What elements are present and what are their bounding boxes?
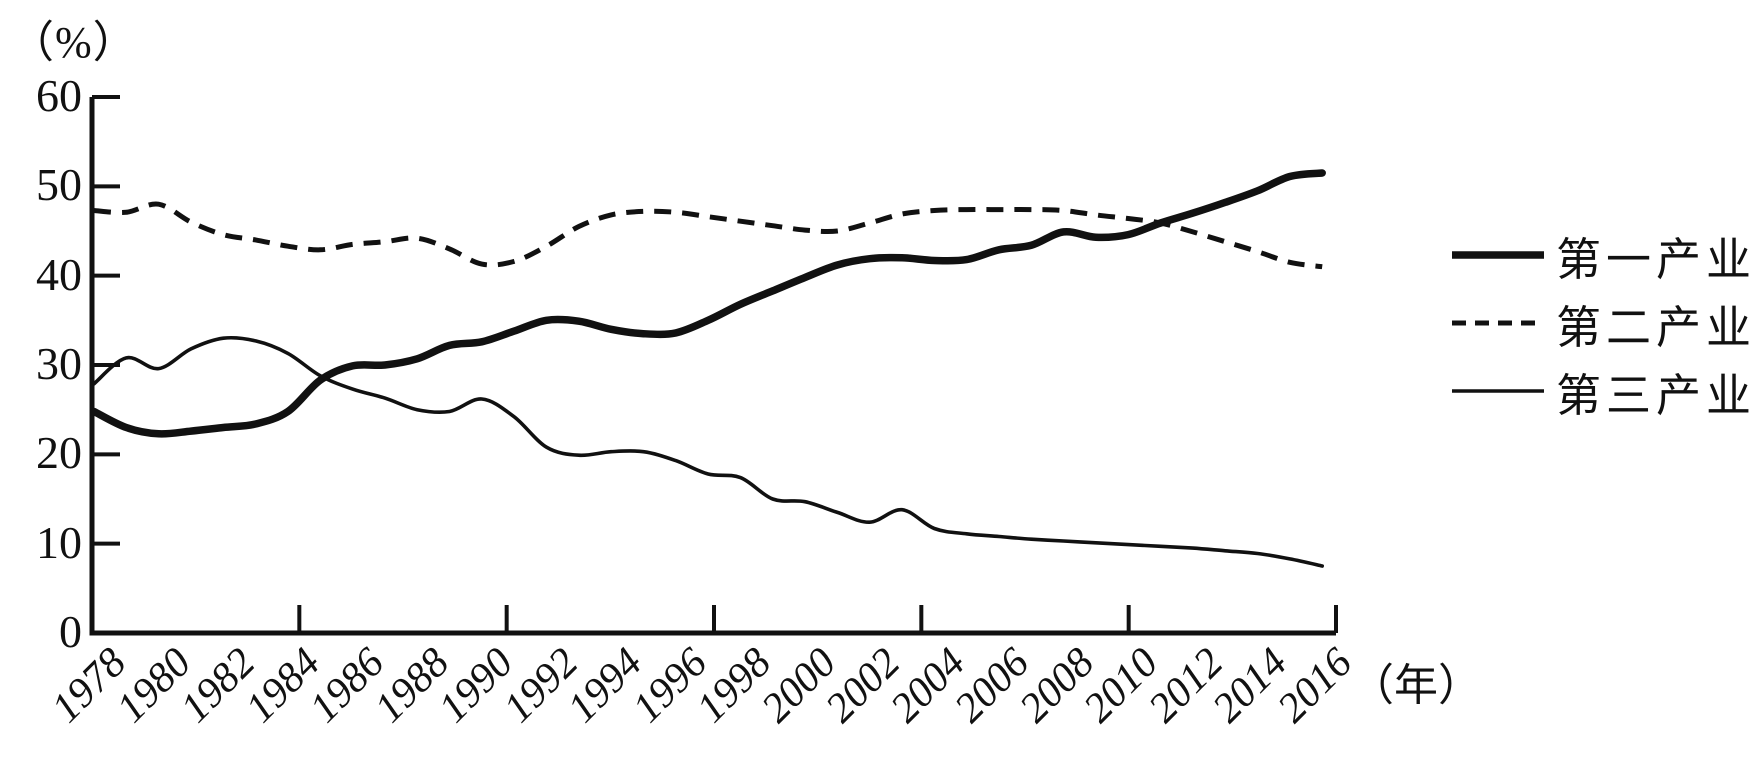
legend-item-label: 第三产业: [1556, 370, 1752, 421]
y-tick-label: 30: [36, 338, 82, 390]
y-tick-label: 60: [36, 70, 82, 122]
y-tick-label: 40: [36, 248, 82, 300]
legend-item: 第三产业: [1452, 357, 1752, 425]
legend-line-solid-thin: [1452, 385, 1544, 397]
series-line: [90, 169, 1326, 438]
y-tick-label: 0: [59, 606, 82, 658]
series-line: [93, 201, 1323, 270]
legend: 第一产业第二产业第三产业: [1452, 221, 1752, 425]
legend-line-solid-thick: [1452, 249, 1544, 261]
series-line: [92, 335, 1324, 568]
legend-item-label: 第二产业: [1556, 302, 1752, 353]
y-axis-unit-label: （%）: [10, 18, 138, 67]
legend-item: 第二产业: [1452, 289, 1752, 357]
legend-item: 第一产业: [1452, 221, 1752, 289]
x-tick-label: 2016: [1268, 639, 1361, 732]
x-axis-unit-label: （年）: [1350, 661, 1482, 710]
legend-item-label: 第一产业: [1556, 234, 1752, 285]
y-tick-label: 10: [36, 516, 82, 568]
axis-lines: [89, 97, 1336, 636]
legend-line-dashed: [1452, 317, 1544, 329]
y-tick-label: 20: [36, 427, 82, 479]
y-tick-label: 50: [36, 159, 82, 211]
